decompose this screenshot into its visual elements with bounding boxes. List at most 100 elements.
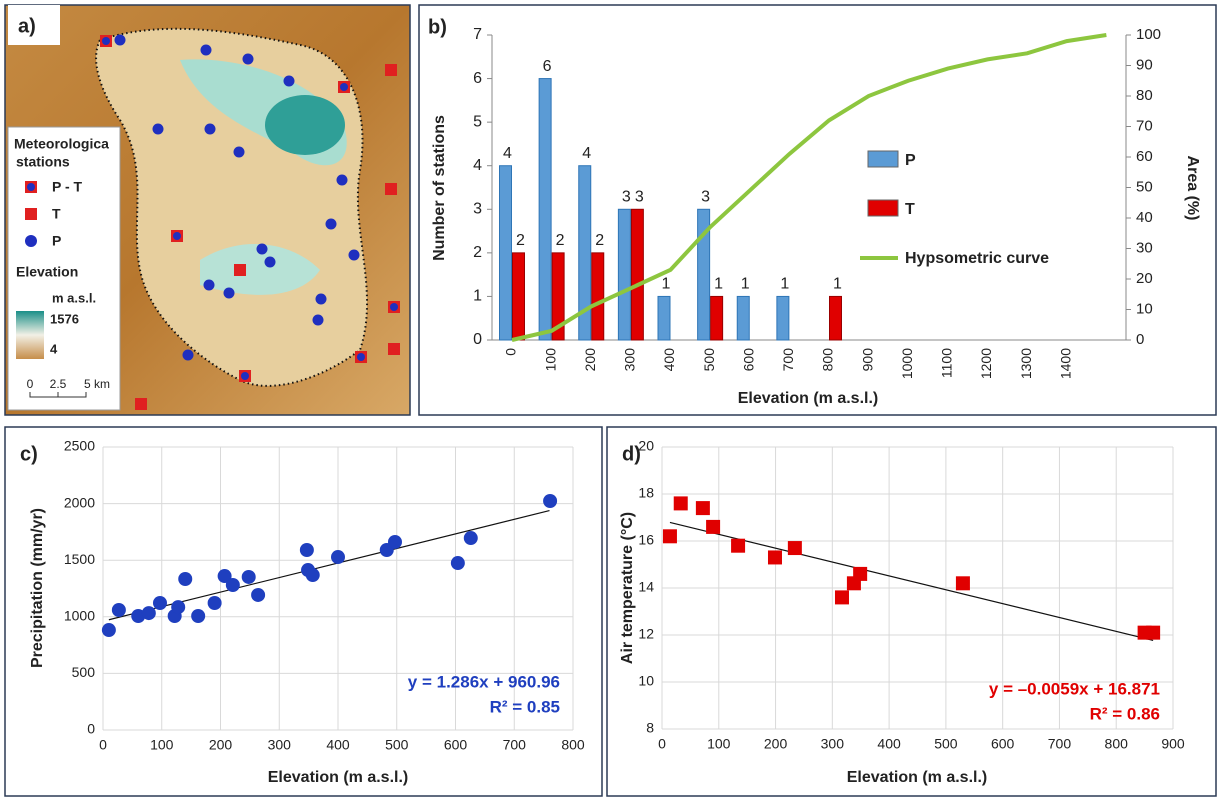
- station-pt: [357, 353, 365, 361]
- panel-label: c): [20, 443, 38, 465]
- y-tick-label: 0: [473, 331, 482, 348]
- station-p: [224, 288, 235, 299]
- bar: [777, 296, 789, 340]
- data-label: 2: [556, 232, 565, 249]
- y-tick-label: 10: [638, 673, 654, 689]
- point: [208, 596, 222, 610]
- station-p: [326, 219, 337, 230]
- point: [112, 603, 126, 617]
- point: [306, 568, 320, 582]
- x-tick-label: 1000: [899, 348, 915, 379]
- data-label: 3: [635, 189, 644, 206]
- legend-min: 4: [50, 341, 58, 356]
- y-axis-title: Number of stations: [431, 115, 448, 261]
- data-label: 4: [503, 145, 512, 162]
- station-p: [183, 350, 194, 361]
- station-p: [205, 124, 216, 135]
- x-tick-label: 1400: [1057, 348, 1073, 379]
- point: [663, 529, 677, 543]
- y2-tick-label: 90: [1136, 56, 1153, 73]
- station-p: [265, 257, 276, 268]
- x-tick-label: 300: [622, 348, 638, 372]
- station-p: [201, 45, 212, 56]
- annotation: R² = 0.85: [490, 697, 560, 716]
- station-t: [385, 64, 397, 76]
- bar: [658, 296, 670, 340]
- station-p: [153, 124, 164, 135]
- y2-tick-label: 0: [1136, 331, 1144, 348]
- figure: a) Meteorologica stations P - T T P Elev…: [0, 0, 1220, 799]
- x-axis-title: Elevation (m a.s.l.): [738, 390, 878, 407]
- point: [388, 535, 402, 549]
- y-axis-title: Precipitation (mm/yr): [29, 508, 46, 668]
- point: [331, 550, 345, 564]
- data-label: 3: [701, 189, 710, 206]
- y-tick-label: 500: [72, 664, 96, 680]
- y-tick-label: 1: [473, 288, 482, 305]
- station-p: [337, 175, 348, 186]
- legend-text: T: [52, 206, 61, 222]
- x-axis-title: Elevation (m a.s.l.): [268, 769, 408, 786]
- panel-label: b): [428, 16, 447, 38]
- y2-tick-label: 20: [1136, 270, 1153, 287]
- point: [768, 550, 782, 564]
- x-tick-label: 800: [820, 348, 836, 372]
- y2-tick-label: 80: [1136, 87, 1153, 104]
- bar: [830, 296, 842, 340]
- x-tick-label: 0: [99, 737, 107, 753]
- legend-text: T: [905, 201, 915, 218]
- x-tick-label: 300: [821, 736, 845, 752]
- legend-title: Meteorologica: [14, 136, 109, 152]
- point: [171, 600, 185, 614]
- x-tick-label: 800: [1105, 736, 1129, 752]
- x-tick-label: 0: [658, 736, 666, 752]
- y2-tick-label: 30: [1136, 239, 1153, 256]
- legend-text: P - T: [52, 179, 83, 195]
- station-p: [204, 280, 215, 291]
- station-p: [349, 250, 360, 261]
- station-t: [135, 398, 147, 410]
- x-tick-label: 500: [701, 348, 717, 372]
- legend-swatch: [868, 200, 898, 216]
- data-label: 2: [516, 232, 525, 249]
- data-label: 4: [582, 145, 591, 162]
- legend-text: P: [52, 233, 61, 249]
- data-label: 2: [595, 232, 604, 249]
- point: [706, 520, 720, 534]
- point: [543, 494, 557, 508]
- x-tick-label: 100: [707, 736, 731, 752]
- legend-swatch: [868, 151, 898, 167]
- y-tick-label: 14: [638, 579, 654, 595]
- y-tick-label: 4: [473, 157, 482, 174]
- data-label: 3: [622, 189, 631, 206]
- map-peak: [265, 95, 345, 155]
- bar: [711, 296, 723, 340]
- y-tick-label: 12: [638, 626, 654, 642]
- point: [142, 606, 156, 620]
- y-tick-label: 2000: [64, 494, 95, 510]
- station-pt: [390, 303, 398, 311]
- data-label: 1: [662, 276, 671, 293]
- point: [1146, 626, 1160, 640]
- legend-text: Hypsometric curve: [905, 250, 1049, 267]
- point: [696, 501, 710, 515]
- panel-label: d): [622, 443, 641, 465]
- bar: [592, 253, 604, 340]
- point: [788, 541, 802, 555]
- x-axis-title: Elevation (m a.s.l.): [847, 769, 987, 786]
- point: [191, 609, 205, 623]
- annotation: y = –0.0059x + 16.871: [989, 679, 1160, 698]
- point: [102, 623, 116, 637]
- map-panel: a) Meteorologica stations P - T T P Elev…: [5, 5, 410, 415]
- legend-title: Elevation: [16, 264, 78, 280]
- x-tick-label: 100: [542, 348, 558, 372]
- legend-text: P: [905, 152, 916, 169]
- station-pt: [241, 372, 249, 380]
- annotation: y = 1.286x + 960.96: [408, 672, 560, 691]
- y-tick-label: 16: [638, 532, 654, 548]
- y-tick-label: 0: [87, 721, 95, 737]
- point: [731, 539, 745, 553]
- station-p: [316, 294, 327, 305]
- y-tick-label: 1000: [64, 608, 95, 624]
- data-label: 1: [741, 276, 750, 293]
